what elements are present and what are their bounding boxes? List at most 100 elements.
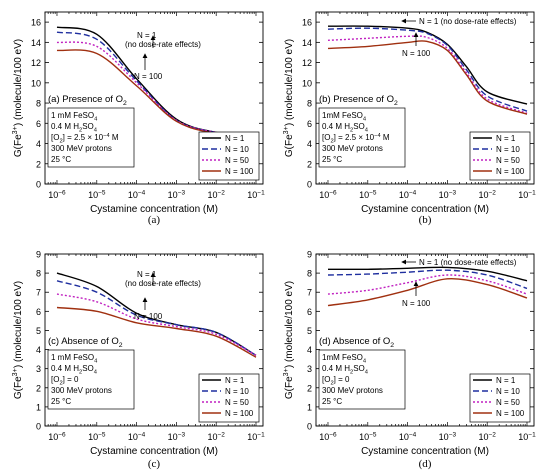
y-tick-label: 16 (302, 18, 312, 28)
condition-text: [O2] = 2.5 × 10−4 M (322, 133, 390, 145)
y-tick-label: 8 (307, 269, 312, 279)
legend-label: N = 10 (225, 145, 249, 154)
series-line-n50 (56, 41, 257, 137)
x-tick-label: 10−5 (359, 189, 377, 200)
subfigure-caption: (b) (419, 214, 432, 226)
y-tick-label: 2 (36, 159, 41, 169)
x-tick-label: 10−3 (439, 189, 457, 200)
legend-label: N = 50 (225, 156, 249, 165)
series-line-n100 (56, 306, 257, 358)
chart-panel-d: 0 1 2 3 4 5 6 7 8 9 10−6 10−5 10−4 10−3 10−2 10−1 Cystam… (281, 250, 536, 471)
condition-text: 1mM FeSO4 (322, 353, 367, 364)
conditions-box (47, 349, 135, 410)
y-tick-label: 6 (307, 307, 312, 317)
condition-text: 300 MeV protons (322, 144, 383, 153)
y-tick-label: 8 (36, 99, 41, 109)
annotation-text: N = 100 (134, 72, 163, 81)
x-tick-label: 10−4 (128, 189, 146, 200)
y-tick-label: 5 (307, 326, 312, 336)
condition-text: 1 mM FeSO4 (51, 353, 98, 364)
series-line-n1 (327, 266, 528, 282)
annotation-text: N = 100 (402, 299, 431, 308)
y-tick-label: 0 (36, 180, 41, 190)
y-tick-label: 5 (36, 326, 41, 336)
y-tick-label: 2 (307, 383, 312, 393)
panel-label: (a) Presence of O2 (48, 94, 127, 107)
y-tick-label: 0 (307, 180, 312, 190)
x-tick-label: 10−5 (359, 431, 377, 442)
condition-text: [O2] = 0 (51, 375, 79, 386)
x-axis-label: Cystamine concentration (M) (90, 446, 218, 457)
x-tick-label: 10−2 (207, 189, 225, 200)
y-tick-label: 6 (36, 119, 41, 129)
legend-label: N = 50 (496, 156, 520, 165)
legend-box (198, 131, 260, 181)
series-line-n1 (327, 25, 528, 105)
condition-text: 300 MeV protons (51, 144, 112, 153)
plot-frame (44, 253, 264, 427)
subfigure-caption: (d) (419, 458, 432, 470)
plot-frame (44, 11, 264, 185)
y-tick-label: 4 (36, 139, 41, 149)
series-line-n50 (56, 293, 257, 356)
conditions-box (318, 349, 406, 410)
annotation-text: N = 1 (137, 31, 157, 40)
x-tick-label: 10−2 (478, 431, 496, 442)
chart-panel-c: 0 1 2 3 4 5 6 7 8 9 10−6 10−5 10−4 10−3 10−2 10−1 Cystam… (10, 250, 265, 471)
legend-label: N = 50 (225, 398, 249, 407)
x-tick-label: 10−4 (128, 431, 146, 442)
y-tick-label: 0 (36, 422, 41, 432)
y-tick-label: 9 (307, 250, 312, 260)
y-axis-label: G(Fe3+) (molecule/100 eV) (10, 39, 24, 157)
legend-box (469, 373, 531, 423)
annotation-text: N = 100 (402, 49, 431, 58)
x-tick-label: 10−3 (168, 431, 186, 442)
y-tick-label: 9 (36, 250, 41, 260)
y-tick-label: 8 (36, 269, 41, 279)
legend-label: N = 10 (496, 145, 520, 154)
condition-text: 25 °C (51, 155, 71, 164)
plot-frame (315, 253, 535, 427)
x-tick-label: 10−1 (518, 431, 536, 442)
x-axis-label: Cystamine concentration (M) (361, 204, 489, 215)
y-tick-label: 12 (302, 58, 312, 68)
condition-text: 0.4 M H2SO4 (322, 364, 369, 375)
x-tick-label: 10−2 (207, 431, 225, 442)
y-tick-label: 6 (307, 119, 312, 129)
condition-text: 0.4 M H2SO4 (51, 364, 98, 375)
y-tick-label: 10 (302, 78, 312, 88)
y-tick-label: 12 (31, 58, 41, 68)
condition-text: 25 °C (51, 397, 71, 406)
y-tick-label: 1 (307, 402, 312, 412)
y-tick-label: 10 (31, 78, 41, 88)
x-tick-label: 10−3 (439, 431, 457, 442)
y-tick-label: 3 (36, 364, 41, 374)
x-tick-label: 10−6 (48, 431, 66, 442)
series-line-n50 (327, 274, 528, 295)
y-tick-label: 6 (36, 307, 41, 317)
legend-label: N = 100 (496, 167, 525, 176)
condition-text: [O2] = 0 (322, 375, 350, 386)
subfigure-caption: (c) (148, 458, 161, 470)
annotation-text: (no dose-rate effects) (125, 40, 201, 49)
condition-text: 25 °C (322, 155, 342, 164)
x-tick-label: 10−6 (319, 189, 337, 200)
y-tick-label: 14 (302, 38, 312, 48)
condition-text: 25 °C (322, 397, 342, 406)
legend-box (469, 131, 531, 181)
panel-label: (b) Presence of O2 (319, 94, 398, 107)
legend-box (198, 373, 260, 423)
y-axis-label: G(Fe3+) (molecule/100 eV) (281, 39, 295, 157)
x-tick-label: 10−6 (48, 189, 66, 200)
series-line-n10 (56, 280, 257, 356)
chart-panel-b: 0 2 4 6 8 10 12 14 16 10−6 10−5 10−4 10−3 10−2 10−1 Cys… (281, 11, 536, 226)
condition-text: 1 mM FeSO4 (51, 111, 98, 122)
y-tick-label: 8 (307, 99, 312, 109)
y-axis-label: G(Fe3+) (molecule/100 eV) (281, 281, 295, 399)
series-line-n50 (327, 35, 528, 114)
condition-text: 1mM FeSO4 (322, 111, 367, 122)
x-tick-label: 10−1 (247, 189, 265, 200)
y-tick-label: 3 (307, 364, 312, 374)
x-axis-label: Cystamine concentration (M) (361, 446, 489, 457)
